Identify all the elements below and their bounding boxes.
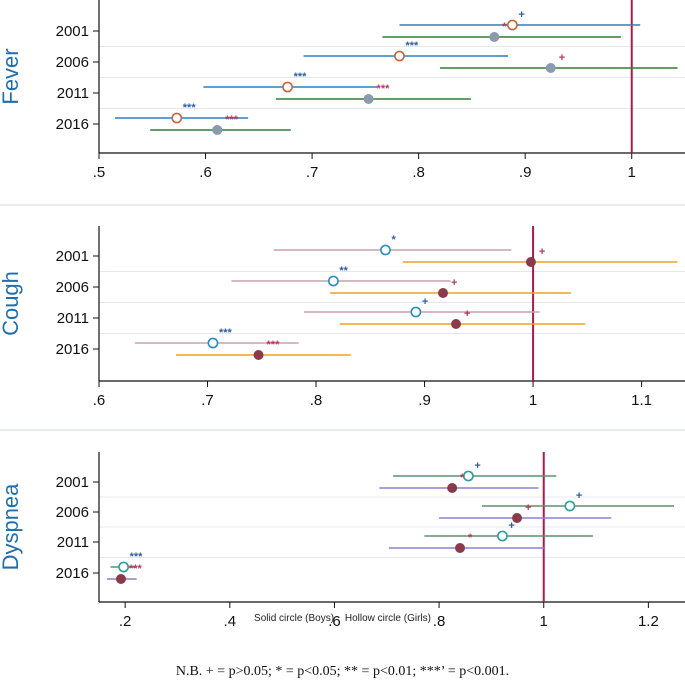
significance-label: + bbox=[525, 502, 531, 514]
y-tick-label: 2006 bbox=[56, 54, 89, 71]
significance-label: * bbox=[468, 532, 473, 544]
x-tick-label: 1 bbox=[628, 164, 636, 181]
point-hollow-girls bbox=[564, 500, 576, 512]
x-tick-label: .7 bbox=[306, 164, 319, 181]
panel-label: Dyspnea bbox=[0, 483, 23, 571]
x-tick-label: .9 bbox=[418, 392, 431, 409]
legend-hollow-girls: Hollow circle (Girls) bbox=[344, 613, 431, 624]
significance-label: + bbox=[518, 9, 524, 21]
x-tick-label: 1.1 bbox=[631, 392, 652, 409]
point-hollow-girls bbox=[394, 50, 405, 62]
y-tick-label: 2016 bbox=[56, 565, 89, 582]
significance-label: * bbox=[391, 234, 396, 246]
x-tick-label: 1 bbox=[540, 613, 548, 630]
point-hollow-girls bbox=[380, 244, 391, 256]
point-solid-boys bbox=[253, 350, 264, 360]
x-tick-label: .8 bbox=[433, 613, 446, 630]
significance-label: *** bbox=[183, 102, 197, 114]
point-solid-boys bbox=[489, 32, 500, 42]
significance-label: + bbox=[559, 52, 565, 64]
y-tick-label: 2011 bbox=[57, 85, 89, 102]
y-tick-label: 2001 bbox=[56, 23, 89, 40]
marker-legend: Solid circle (Boys) Hollow circle (Girls… bbox=[0, 613, 685, 624]
point-solid-boys bbox=[525, 257, 536, 267]
panel-label: Cough bbox=[0, 271, 23, 336]
x-tick-label: .6 bbox=[328, 613, 341, 630]
significance-label: + bbox=[539, 246, 545, 258]
significance-label: *** bbox=[294, 71, 308, 83]
point-solid-boys bbox=[438, 288, 449, 298]
significance-label: *** bbox=[129, 563, 143, 575]
significance-label: + bbox=[451, 277, 457, 289]
panel-label: Fever bbox=[0, 48, 23, 104]
y-tick-label: 2006 bbox=[56, 279, 89, 296]
significance-label: *** bbox=[219, 327, 233, 339]
y-tick-label: 2016 bbox=[56, 341, 89, 358]
significance-label: *** bbox=[225, 114, 239, 126]
point-solid-boys bbox=[455, 543, 466, 553]
significance-label: * bbox=[502, 21, 507, 33]
point-solid-boys bbox=[512, 513, 523, 523]
point-hollow-girls bbox=[282, 81, 293, 93]
point-solid-boys bbox=[212, 125, 223, 135]
legend-solid-boys: Solid circle (Boys) bbox=[254, 613, 335, 624]
point-solid-boys bbox=[451, 319, 462, 329]
panel-dyspnea: .2.4.6.8 1 1.22001200620112016Dyspnea+++**… bbox=[0, 452, 685, 630]
x-tick-label: 1.2 bbox=[638, 613, 659, 630]
point-hollow-girls bbox=[327, 275, 339, 287]
point-hollow-girls bbox=[118, 561, 129, 573]
y-tick-label: 2001 bbox=[56, 474, 89, 491]
point-solid-boys bbox=[115, 574, 126, 584]
significance-label: + bbox=[508, 520, 514, 532]
y-tick-label: 2011 bbox=[57, 310, 89, 327]
significance-label: * bbox=[460, 472, 465, 484]
point-hollow-girls bbox=[410, 306, 422, 318]
point-hollow-girls bbox=[171, 112, 183, 124]
significance-label: ** bbox=[339, 265, 348, 277]
x-tick-label: .2 bbox=[119, 613, 132, 630]
significance-label: *** bbox=[377, 83, 391, 95]
point-solid-boys bbox=[447, 483, 458, 493]
point-solid-boys bbox=[363, 94, 374, 104]
significance-label: + bbox=[422, 296, 428, 308]
x-tick-label: .8 bbox=[412, 164, 425, 181]
significance-footnote: N.B. + = p>0.05; * = p<0.05; ** = p<0.01… bbox=[175, 664, 510, 679]
x-tick-label: .6 bbox=[199, 164, 212, 181]
significance-label: + bbox=[576, 490, 582, 502]
panels: .5.6.7.8.9 12001200620112016Fever+*******… bbox=[0, 0, 685, 630]
significance-label: *** bbox=[267, 339, 281, 351]
point-hollow-girls bbox=[506, 19, 518, 31]
y-tick-label: 2016 bbox=[56, 116, 89, 133]
x-tick-label: .5 bbox=[93, 164, 106, 181]
point-hollow-girls bbox=[207, 337, 219, 349]
point-hollow-girls bbox=[496, 530, 508, 542]
x-tick-label: 1 bbox=[529, 392, 537, 409]
panel-fever: .5.6.7.8.9 12001200620112016Fever+*******… bbox=[0, 0, 685, 181]
significance-label: *** bbox=[130, 551, 144, 563]
panel-cough: .6.7.8.9 1 1.12001200620112016Cough***+***… bbox=[0, 226, 685, 409]
y-tick-label: 2011 bbox=[57, 534, 89, 551]
significance-label: + bbox=[464, 308, 470, 320]
y-tick-label: 2001 bbox=[56, 248, 89, 265]
x-tick-label: .4 bbox=[224, 613, 237, 630]
significance-label: + bbox=[474, 460, 480, 472]
y-tick-label: 2006 bbox=[56, 504, 89, 521]
x-tick-label: .6 bbox=[93, 392, 106, 409]
x-tick-label: .9 bbox=[519, 164, 532, 181]
significance-label: *** bbox=[405, 40, 419, 52]
x-tick-label: .8 bbox=[310, 392, 323, 409]
x-tick-label: .7 bbox=[201, 392, 214, 409]
point-solid-boys bbox=[545, 63, 556, 73]
point-hollow-girls bbox=[462, 470, 474, 482]
